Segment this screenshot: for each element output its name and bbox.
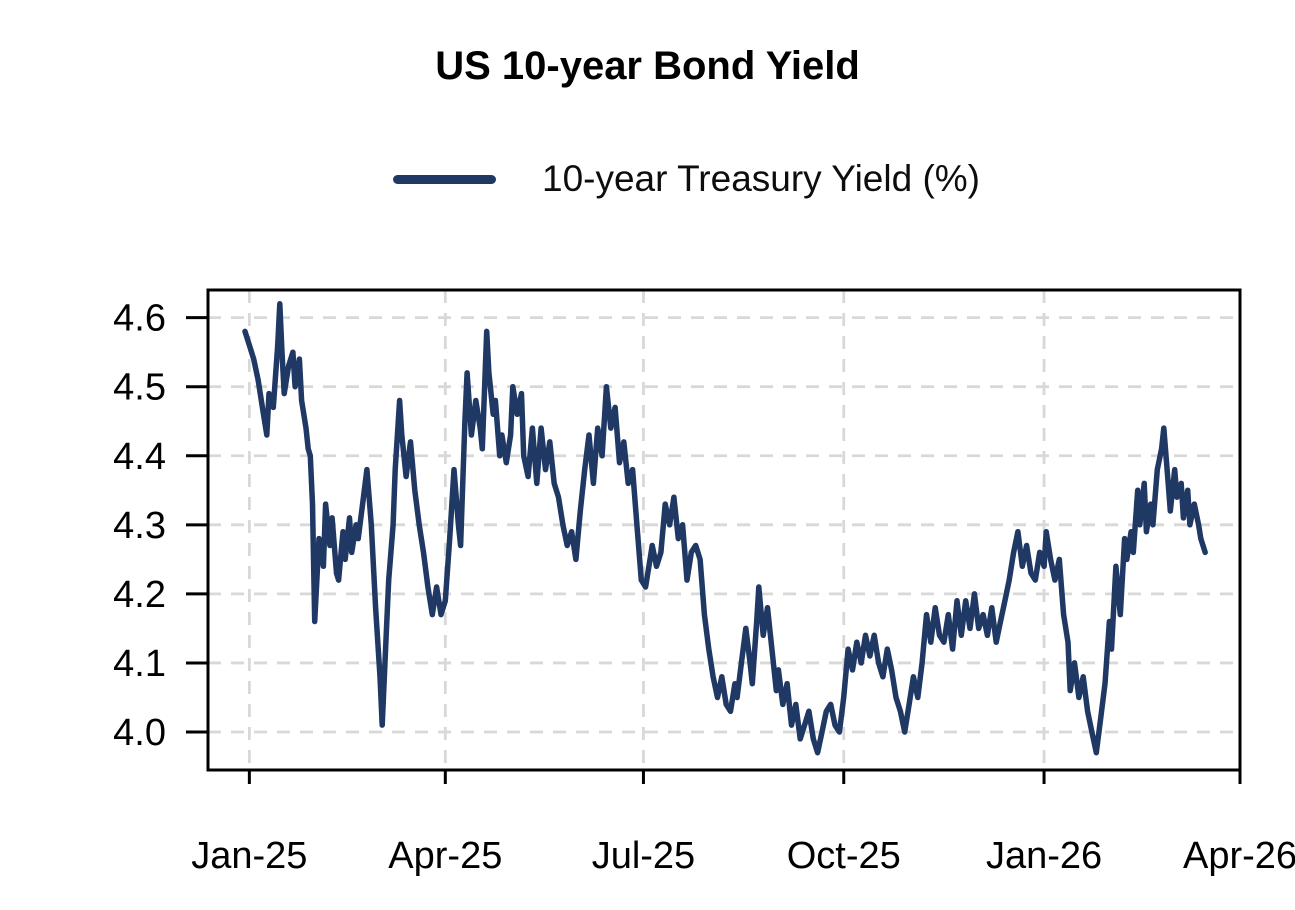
- legend-label: 10-year Treasury Yield (%): [542, 158, 981, 199]
- chart-title: US 10-year Bond Yield: [435, 44, 860, 88]
- y-tick-label: 4.2: [113, 574, 166, 616]
- y-tick-label: 4.5: [113, 367, 166, 409]
- y-tick-label: 4.0: [113, 712, 166, 754]
- legend: 10-year Treasury Yield (%): [393, 158, 980, 200]
- x-tick-label: Jan-25: [191, 835, 307, 877]
- x-tick-label: Apr-26: [1183, 835, 1295, 877]
- y-tick-label: 4.1: [113, 643, 166, 685]
- x-tick-label: Oct-25: [787, 835, 901, 877]
- y-tick-label: 4.6: [113, 298, 166, 340]
- y-tick-label: 4.3: [113, 505, 166, 547]
- y-tick-label: 4.4: [113, 436, 166, 478]
- yield-line: [242, 301, 1208, 756]
- legend-line-swatch: [393, 174, 496, 184]
- x-tick-label: Jan-26: [986, 835, 1102, 877]
- x-tick-label: Apr-25: [388, 835, 502, 877]
- x-tick-label: Jul-25: [592, 835, 696, 877]
- plot-frame: [206, 288, 1242, 772]
